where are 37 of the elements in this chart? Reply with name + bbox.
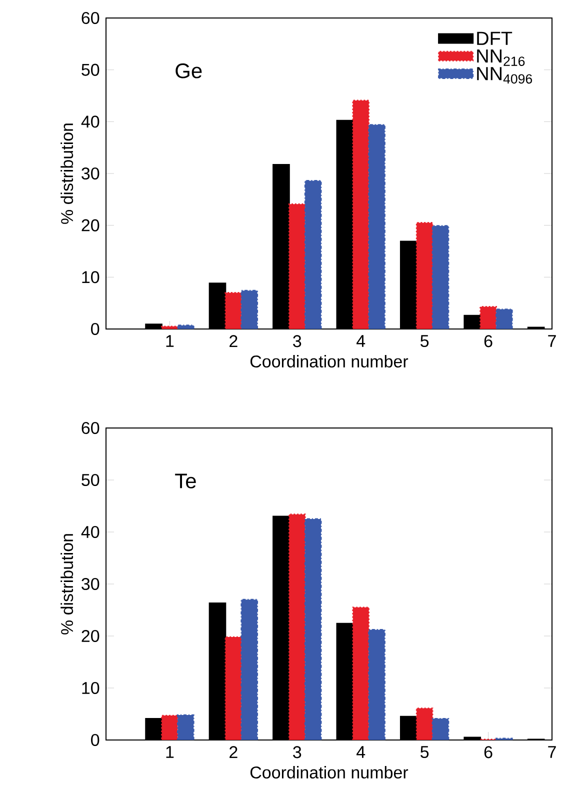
x-tick-label: 3 (293, 746, 302, 758)
y-tick-label: 30 (82, 578, 100, 590)
legend-label: NN$_{4096}$ (477, 67, 532, 84)
x-tick-label: 3 (293, 335, 302, 348)
y-tick-label: 0 (91, 322, 100, 336)
y-tick-label: 50 (82, 474, 100, 486)
x-tick-label: 1 (166, 335, 174, 347)
y-tick-label: 60 (82, 12, 100, 24)
y-tick-label: 10 (82, 682, 100, 694)
x-tick-label: 5 (420, 746, 429, 758)
y-tick-label: 40 (81, 526, 100, 538)
y-tick-label: 30 (82, 167, 100, 180)
annotation: Te (175, 474, 196, 488)
y-tick-label: 50 (82, 64, 100, 76)
y-tick-label: 60 (82, 422, 100, 434)
x-tick-label: 1 (166, 746, 174, 758)
x-tick-label: 7 (548, 746, 556, 758)
x-tick-label: 7 (548, 335, 556, 347)
y-tick-label: 20 (82, 219, 100, 232)
y-axis-title: % distribution (60, 124, 74, 224)
y-tick-label: 40 (81, 116, 100, 128)
x-tick-label: 2 (230, 746, 238, 758)
x-tick-label: 6 (484, 335, 492, 348)
x-tick-label: 4 (356, 746, 366, 758)
x-tick-label: 6 (484, 746, 492, 758)
x-tick-label: 4 (356, 335, 366, 347)
x-axis-title: Coordination number (250, 355, 408, 368)
y-tick-label: 20 (82, 630, 100, 642)
y-axis-title: % distribution (60, 534, 74, 634)
annotation: Ge (176, 63, 202, 78)
legend-label: DFT (477, 32, 512, 45)
x-tick-label: 5 (420, 335, 429, 348)
x-axis-title: Coordination number (250, 766, 408, 779)
x-tick-label: 2 (230, 335, 238, 348)
y-tick-label: 0 (91, 734, 100, 746)
legend-label: NN$_{216}$ (477, 49, 525, 66)
y-tick-label: 10 (82, 271, 100, 284)
